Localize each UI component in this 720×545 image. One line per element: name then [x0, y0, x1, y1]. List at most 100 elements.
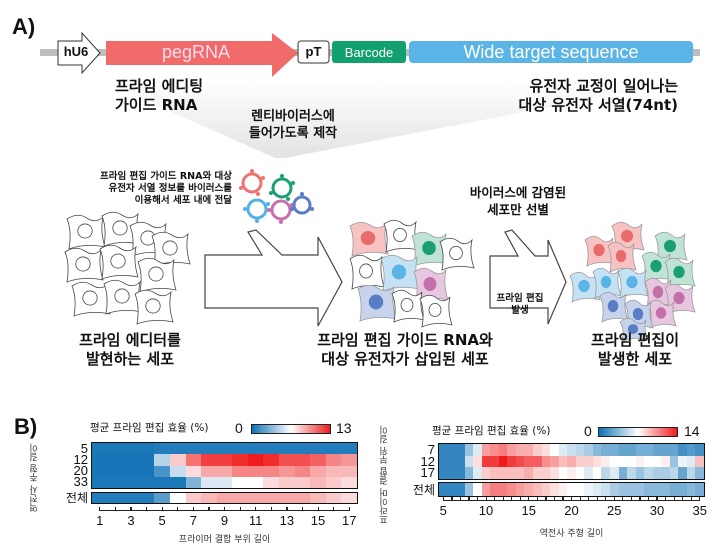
- heatmap-cell: [464, 444, 474, 457]
- heatmap-cell: [695, 467, 705, 480]
- heatmap-cell: [507, 467, 517, 480]
- overall-row-label: 전체: [65, 491, 88, 505]
- heatmap-cell-overall: [294, 493, 311, 504]
- heatmap-cell-overall: [601, 483, 611, 497]
- heatmap-cell-overall: [92, 493, 109, 504]
- heatmap-title: 평균 프라임 편집 효율 (%): [432, 425, 551, 437]
- heatmap-cell: [294, 443, 311, 455]
- heatmap-cell-overall: [201, 493, 218, 504]
- heatmap-cell: [695, 444, 705, 457]
- heatmap-cell: [232, 454, 249, 467]
- heatmap-cell: [678, 467, 688, 480]
- cell-icon: [619, 317, 649, 343]
- x-tick-label: 3: [127, 513, 135, 528]
- heatmap-cell: [107, 454, 124, 467]
- cell-icon: [584, 235, 616, 267]
- heatmap-cell-overall: [464, 483, 474, 497]
- heatmap-cell-overall: [473, 483, 483, 497]
- pt-label: pT: [305, 44, 322, 59]
- heatmap-cell-overall: [575, 483, 585, 497]
- heatmap-cell-overall: [652, 483, 662, 497]
- heatmap-cell: [325, 443, 342, 455]
- stage2-caption: 프라임 편집 가이드 RNA와 대상 유전자가 삽입된 세포: [300, 331, 510, 369]
- cell-icon: [134, 289, 174, 325]
- heatmap-cell: [686, 467, 697, 480]
- heatmap-cell: [652, 455, 662, 468]
- cell-icon: [380, 254, 420, 292]
- x-tick: [605, 497, 607, 501]
- heatmap-cell: [439, 444, 449, 457]
- x-tick: [317, 507, 319, 511]
- x-tick-label: 1: [96, 513, 104, 528]
- heatmap-cell-overall: [584, 483, 594, 497]
- heatmap-cell: [575, 444, 585, 457]
- heatmap-cell: [584, 467, 594, 480]
- heatmap-cell: [644, 467, 654, 480]
- heatmap-cell: [456, 455, 466, 468]
- x-tick: [528, 497, 530, 501]
- select-caption: 바이러스에 감염된 세포만 선별: [448, 184, 588, 218]
- heatmap-cell: [601, 455, 611, 468]
- x-tick-label: 7: [189, 513, 197, 528]
- process-arrow-2: [489, 229, 567, 325]
- x-tick: [673, 497, 675, 501]
- cell-icon: [641, 251, 673, 283]
- heatmap-cell: [247, 443, 265, 455]
- heatmap-cell: [686, 444, 697, 457]
- x-tick: [476, 497, 479, 501]
- heatmap-cell: [263, 454, 280, 467]
- heatmap-cell: [138, 465, 155, 478]
- x-tick: [99, 507, 101, 511]
- cell-icon: [64, 247, 104, 283]
- heatmap-cell-overall: [695, 483, 705, 497]
- cell-icon: [419, 294, 453, 328]
- heatmap-cell: [92, 454, 109, 467]
- heatmap-cell: [310, 476, 327, 489]
- x-tick: [699, 497, 701, 501]
- heatmap-cell-overall: [447, 483, 457, 497]
- heatmap-cell: [107, 465, 124, 478]
- target-box: [409, 41, 693, 63]
- x-tick: [519, 497, 521, 501]
- heatmap-cell: [473, 444, 483, 457]
- heatmap-cell: [169, 454, 187, 467]
- x-tick: [459, 497, 462, 501]
- heatmap-cell: [507, 455, 517, 468]
- heatmap-cell: [185, 476, 202, 489]
- x-tick: [665, 497, 667, 501]
- heatmap-cell: [481, 444, 491, 457]
- virus-icon: [239, 169, 265, 196]
- heatmap-cell: [686, 455, 697, 468]
- lenti-caption: 렌티바이러스에 들어가도록 제작: [228, 108, 358, 142]
- cell-icon: [349, 254, 385, 290]
- heatmap-cell: [154, 443, 171, 455]
- process-arrow-1: [204, 229, 343, 327]
- heatmap-cell: [232, 443, 249, 455]
- row-label: 20: [73, 463, 88, 479]
- cell-icon: [99, 244, 139, 280]
- cell-icon: [66, 214, 106, 250]
- heatmap-cell-overall: [456, 483, 466, 497]
- heatmap-cell-overall: [481, 483, 491, 497]
- colorbar-max-label: 14: [684, 423, 700, 439]
- heatmap-cell: [592, 455, 602, 468]
- heatmap-cell: [618, 444, 628, 457]
- caption-line: 발생: [511, 305, 529, 316]
- heatmap-cell: [169, 465, 187, 478]
- x-tick: [239, 507, 241, 511]
- x-tick: [146, 507, 148, 511]
- heatmap-cell: [533, 444, 543, 457]
- y-axis-label: 역전사 주형 길이: [30, 443, 40, 513]
- heatmap-cell: [325, 476, 342, 489]
- heatmap-cell-overall: [661, 483, 671, 497]
- heatmap-cell: [609, 467, 620, 480]
- heatmap-cell-overall: [533, 483, 543, 497]
- heatmap-cell: [575, 467, 585, 480]
- row-label: 17: [420, 465, 435, 481]
- heatmap-cell: [661, 444, 671, 457]
- row-label: 12: [73, 451, 88, 467]
- x-tick-label: 15: [310, 513, 326, 528]
- heatmap-cell: [447, 455, 457, 468]
- target-caption: 유전자 교정이 일어나는 대상 유전자 서열(74nt): [519, 77, 678, 115]
- heatmap-cell: [507, 444, 517, 457]
